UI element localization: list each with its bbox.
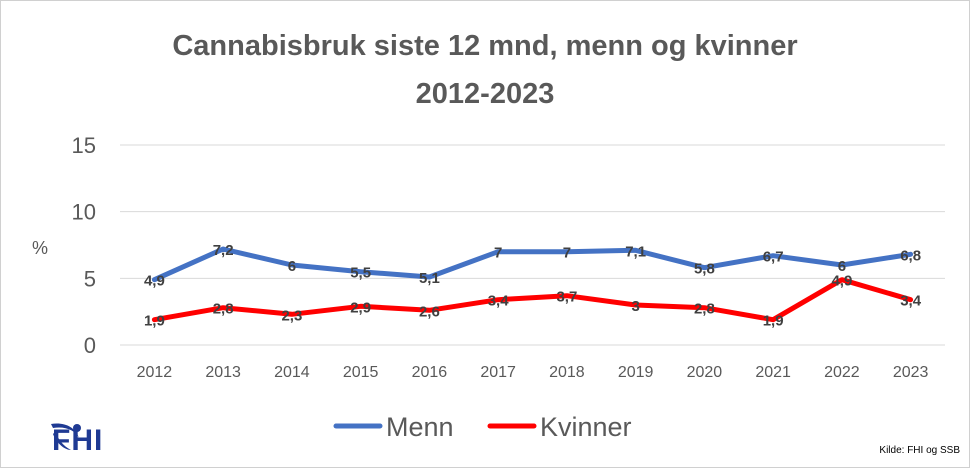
x-tick-label: 2020 bbox=[687, 364, 723, 381]
data-label: 6 bbox=[838, 258, 846, 275]
fhi-logo-icon bbox=[51, 423, 81, 450]
y-tick-label: 0 bbox=[84, 333, 96, 358]
data-label: 5,8 bbox=[694, 261, 715, 278]
data-label: 7 bbox=[494, 245, 502, 262]
x-tick-label: 2022 bbox=[824, 364, 860, 381]
data-label: 5,1 bbox=[419, 270, 440, 287]
series-line-kvinner bbox=[151, 277, 914, 323]
x-tick-label: 2019 bbox=[618, 364, 654, 381]
data-label: 6,8 bbox=[900, 247, 921, 264]
chart-title-line-1: Cannabisbruk siste 12 mnd, menn og kvinn… bbox=[172, 30, 798, 62]
chart-title: Cannabisbruk siste 12 mnd, menn og kvinn… bbox=[0, 22, 970, 118]
data-label: 2,6 bbox=[419, 303, 440, 320]
x-tick-label: 2013 bbox=[205, 364, 241, 381]
y-tick-label: 15 bbox=[72, 133, 96, 158]
data-label: 2,8 bbox=[694, 301, 715, 318]
data-label: 3,4 bbox=[488, 293, 510, 310]
gridlines bbox=[120, 144, 945, 346]
data-label: 6 bbox=[288, 258, 296, 275]
x-tick-label: 2014 bbox=[274, 364, 310, 381]
y-axis-ticks: 0 5 10 15 bbox=[72, 133, 96, 358]
source-note: Kilde: FHI og SSB bbox=[879, 445, 960, 456]
data-label: 1,9 bbox=[763, 313, 784, 330]
y-axis-label: % bbox=[32, 238, 48, 258]
y-tick-label: 10 bbox=[72, 200, 96, 225]
data-label: 3,4 bbox=[900, 293, 922, 310]
data-label: 7 bbox=[563, 245, 571, 262]
x-tick-label: 2017 bbox=[480, 364, 516, 381]
x-tick-label: 2012 bbox=[137, 364, 173, 381]
x-tick-label: 2023 bbox=[893, 364, 929, 381]
x-tick-label: 2016 bbox=[412, 364, 448, 381]
series-lines bbox=[151, 246, 914, 323]
x-tick-label: 2021 bbox=[755, 364, 791, 381]
data-label: 4,9 bbox=[144, 273, 165, 290]
data-label: 5,5 bbox=[350, 265, 371, 282]
series-line-menn bbox=[151, 246, 914, 283]
y-tick-label: 5 bbox=[84, 266, 96, 291]
data-label: 2,9 bbox=[350, 299, 371, 316]
x-tick-label: 2015 bbox=[343, 364, 379, 381]
legend: Menn Kvinner bbox=[333, 412, 632, 442]
fhi-logo-text: FHI bbox=[52, 424, 104, 457]
data-label: 7,2 bbox=[213, 242, 234, 259]
data-label: 2,8 bbox=[213, 301, 234, 318]
data-label: 7,1 bbox=[625, 243, 646, 260]
data-label: 6,7 bbox=[763, 249, 784, 266]
data-label: 3,7 bbox=[556, 289, 577, 306]
x-axis-ticks: 2012 2013 2014 2015 2016 2017 2018 2019 2020 2021… bbox=[137, 364, 929, 381]
chart-title-line-2: 2012-2023 bbox=[415, 78, 555, 110]
data-label: 3 bbox=[631, 298, 639, 315]
data-label: 2,3 bbox=[281, 307, 302, 324]
legend-label-kvinner: Kvinner bbox=[540, 412, 632, 442]
x-tick-label: 2018 bbox=[549, 364, 585, 381]
legend-label-menn: Menn bbox=[386, 412, 454, 442]
data-label: 4,9 bbox=[831, 273, 852, 290]
data-labels: 4,9 7,2 6 5,5 5,1 7 7 7,1 5,8 6,7 6 6,8 1,9 2,8 2,3 2,9… bbox=[144, 242, 922, 330]
data-label: 1,9 bbox=[144, 313, 165, 330]
